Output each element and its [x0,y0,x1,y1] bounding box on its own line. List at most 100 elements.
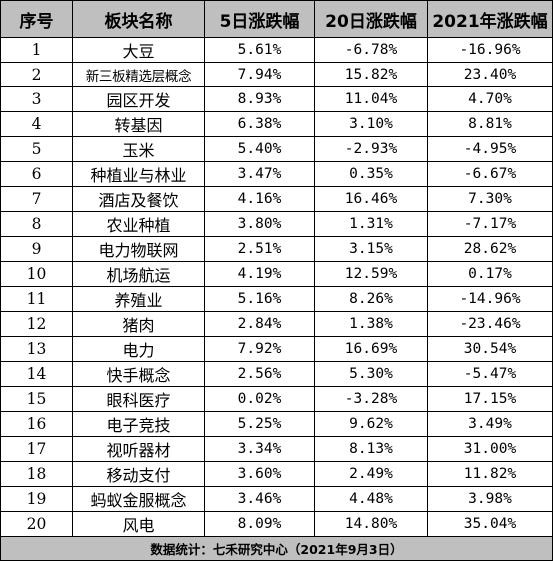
cell-sector-name: 电力 [72,336,205,362]
cell-20day-change: 2.49% [314,461,428,487]
cell-20day-change: -2.93% [314,136,428,162]
cell-index: 19 [0,486,73,512]
table-row: 15 眼科医疗 0.02% -3.28% 17.15% [0,386,553,412]
table-row: 7 酒店及餐饮 4.16% 16.46% 7.30% [0,186,553,212]
cell-sector-name: 农业种植 [72,211,205,237]
cell-5day-change: 4.16% [204,186,315,212]
cell-20day-change: 8.26% [314,286,428,312]
cell-index: 17 [0,436,73,462]
cell-sector-name: 养殖业 [72,286,205,312]
cell-2021-change: 31.00% [427,436,553,462]
cell-sector-name: 风电 [72,511,205,537]
cell-20day-change: 5.30% [314,361,428,387]
cell-index: 14 [0,361,73,387]
cell-index: 8 [0,211,73,237]
cell-5day-change: 8.09% [204,511,315,537]
cell-20day-change: 4.48% [314,486,428,512]
cell-2021-change: 0.17% [427,261,553,287]
cell-20day-change: 16.69% [314,336,428,362]
cell-index: 1 [0,37,73,63]
cell-20day-change: 1.31% [314,211,428,237]
cell-5day-change: 5.25% [204,411,315,437]
table-row: 11 养殖业 5.16% 8.26% -14.96% [0,286,553,312]
cell-index: 16 [0,411,73,437]
cell-2021-change: 4.70% [427,86,553,112]
cell-sector-name: 新三板精选层概念 [72,62,205,87]
cell-2021-change: 8.81% [427,111,553,137]
cell-20day-change: -3.28% [314,386,428,412]
table-row: 13 电力 7.92% 16.69% 30.54% [0,336,553,362]
table-row: 1 大豆 5.61% -6.78% -16.96% [0,37,553,63]
table-body: 1 大豆 5.61% -6.78% -16.96% 2 新三板精选层概念 7.94% 15.82… [0,37,553,537]
cell-index: 10 [0,261,73,287]
header-5day-change: 5日涨跌幅 [204,0,315,38]
cell-2021-change: 23.40% [427,62,553,87]
cell-2021-change: 11.82% [427,461,553,487]
table-row: 8 农业种植 3.80% 1.31% -7.17% [0,211,553,237]
cell-2021-change: 35.04% [427,511,553,537]
table-row: 14 快手概念 2.56% 5.30% -5.47% [0,361,553,387]
cell-5day-change: 3.46% [204,486,315,512]
cell-20day-change: 11.04% [314,86,428,112]
cell-2021-change: 3.98% [427,486,553,512]
cell-index: 11 [0,286,73,312]
cell-sector-name: 种植业与林业 [72,161,205,187]
cell-sector-name: 视听器材 [72,436,205,462]
cell-sector-name: 移动支付 [72,461,205,487]
table-row: 3 园区开发 8.93% 11.04% 4.70% [0,86,553,112]
cell-sector-name: 猪肉 [72,311,205,337]
cell-sector-name: 玉米 [72,136,205,162]
cell-sector-name: 眼科医疗 [72,386,205,412]
cell-20day-change: 16.46% [314,186,428,212]
cell-20day-change: 15.82% [314,62,428,87]
cell-2021-change: 28.62% [427,236,553,262]
cell-5day-change: 2.56% [204,361,315,387]
cell-sector-name: 电子竞技 [72,411,205,437]
header-sector-name: 板块名称 [72,0,205,38]
cell-index: 18 [0,461,73,487]
table-row: 18 移动支付 3.60% 2.49% 11.82% [0,461,553,487]
cell-20day-change: 3.15% [314,236,428,262]
cell-5day-change: 3.60% [204,461,315,487]
table-row: 10 机场航运 4.19% 12.59% 0.17% [0,261,553,287]
cell-5day-change: 2.84% [204,311,315,337]
table-row: 4 转基因 6.38% 3.10% 8.81% [0,111,553,137]
cell-index: 4 [0,111,73,137]
cell-index: 12 [0,311,73,337]
cell-5day-change: 7.92% [204,336,315,362]
cell-5day-change: 3.80% [204,211,315,237]
cell-2021-change: -7.17% [427,211,553,237]
cell-2021-change: -23.46% [427,311,553,337]
cell-index: 6 [0,161,73,187]
data-source-note: 数据统计：七禾研究中心（2021年9月3日） [0,536,553,561]
cell-20day-change: 12.59% [314,261,428,287]
cell-2021-change: -5.47% [427,361,553,387]
cell-sector-name: 蚂蚁金服概念 [72,486,205,512]
cell-index: 9 [0,236,73,262]
cell-20day-change: 1.38% [314,311,428,337]
cell-index: 15 [0,386,73,412]
table-row: 16 电子竞技 5.25% 9.62% 3.49% [0,411,553,437]
cell-20day-change: 14.80% [314,511,428,537]
table-row: 2 新三板精选层概念 7.94% 15.82% 23.40% [0,62,553,87]
cell-5day-change: 0.02% [204,386,315,412]
header-2021-change: 2021年涨跌幅 [427,0,553,38]
cell-20day-change: -6.78% [314,37,428,63]
cell-5day-change: 4.19% [204,261,315,287]
cell-5day-change: 8.93% [204,86,315,112]
cell-5day-change: 5.61% [204,37,315,63]
cell-index: 2 [0,62,73,87]
cell-5day-change: 2.51% [204,236,315,262]
table-row: 19 蚂蚁金服概念 3.46% 4.48% 3.98% [0,486,553,512]
cell-5day-change: 5.16% [204,286,315,312]
cell-20day-change: 3.10% [314,111,428,137]
table-row: 12 猪肉 2.84% 1.38% -23.46% [0,311,553,337]
cell-index: 13 [0,336,73,362]
cell-2021-change: 17.15% [427,386,553,412]
cell-index: 5 [0,136,73,162]
cell-index: 20 [0,511,73,537]
cell-20day-change: 0.35% [314,161,428,187]
header-index: 序号 [0,0,73,38]
cell-20day-change: 8.13% [314,436,428,462]
